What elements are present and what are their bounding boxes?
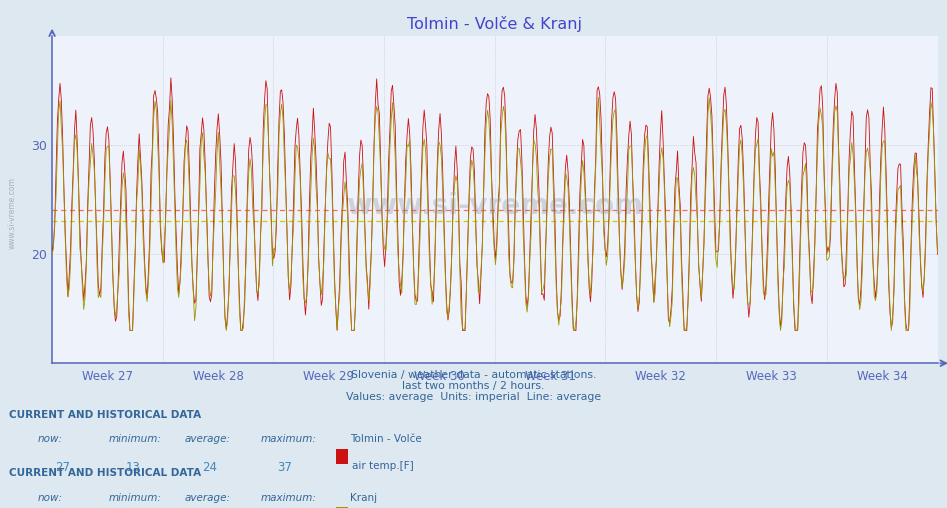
Text: 24: 24 [202,461,217,474]
Text: www.si-vreme.com: www.si-vreme.com [8,177,17,249]
Text: 37: 37 [277,461,293,474]
Text: last two months / 2 hours.: last two months / 2 hours. [402,381,545,391]
Text: maximum:: maximum: [260,493,316,503]
Text: average:: average: [185,434,231,444]
Title: Tolmin - Volče & Kranj: Tolmin - Volče & Kranj [407,16,582,31]
Text: maximum:: maximum: [260,434,316,444]
Text: Kranj: Kranj [350,493,378,503]
Text: now:: now: [38,434,63,444]
Text: www.si-vreme.com: www.si-vreme.com [347,192,643,220]
Text: Slovenia / weather data - automatic stations.: Slovenia / weather data - automatic stat… [350,370,597,380]
Text: Tolmin - Volče: Tolmin - Volče [350,434,422,444]
Text: average:: average: [185,493,231,503]
Text: air temp.[F]: air temp.[F] [352,461,414,471]
Text: now:: now: [38,493,63,503]
Text: minimum:: minimum: [109,434,162,444]
Text: 27: 27 [55,461,70,474]
Text: minimum:: minimum: [109,493,162,503]
Text: Values: average  Units: imperial  Line: average: Values: average Units: imperial Line: av… [346,392,601,402]
Text: CURRENT AND HISTORICAL DATA: CURRENT AND HISTORICAL DATA [9,468,202,479]
Text: CURRENT AND HISTORICAL DATA: CURRENT AND HISTORICAL DATA [9,410,202,420]
Text: 13: 13 [126,461,141,474]
